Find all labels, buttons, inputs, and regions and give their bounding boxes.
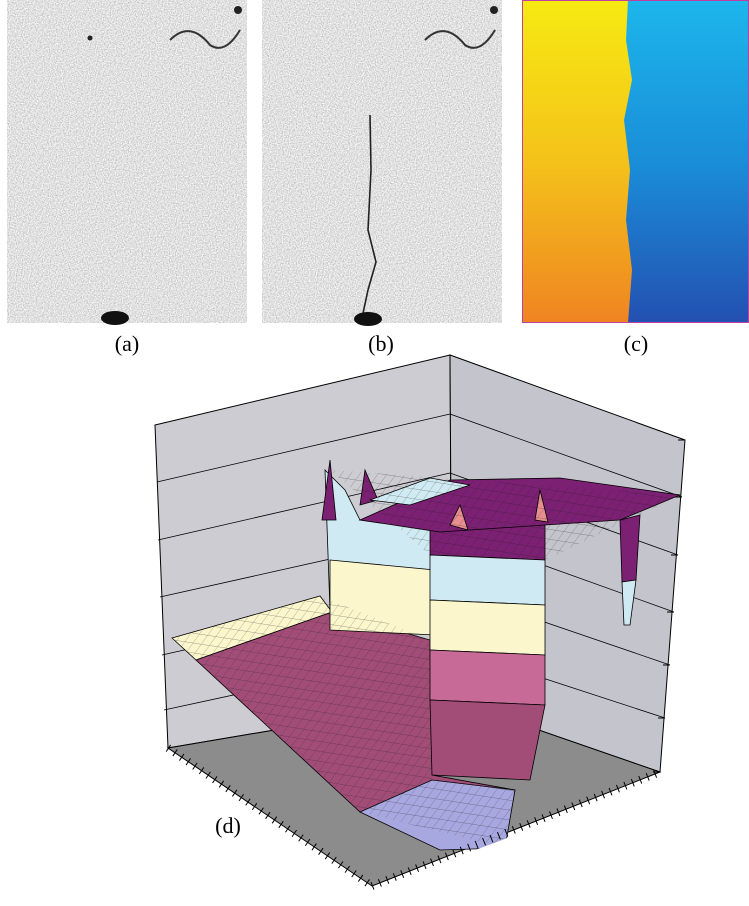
micrograph [262, 0, 502, 323]
crack [361, 114, 377, 319]
axis-ticks [165, 439, 685, 890]
panel-label: (a) [115, 331, 139, 356]
spot [234, 6, 242, 14]
displacement-map [522, 0, 632, 323]
surface-plot [154, 354, 686, 890]
micrograph [7, 0, 247, 323]
panel-c [522, 0, 749, 323]
panel-a [7, 0, 247, 325]
defect [424, 29, 496, 49]
defect [169, 29, 241, 49]
panel-b [262, 0, 502, 326]
notch [354, 312, 382, 326]
notch [101, 311, 129, 325]
panel-label: (b) [368, 331, 394, 356]
surface [171, 459, 682, 851]
panel-label: (c) [624, 331, 648, 356]
spot [490, 6, 498, 14]
spot [87, 35, 93, 41]
panel-label: (d) [215, 813, 241, 838]
